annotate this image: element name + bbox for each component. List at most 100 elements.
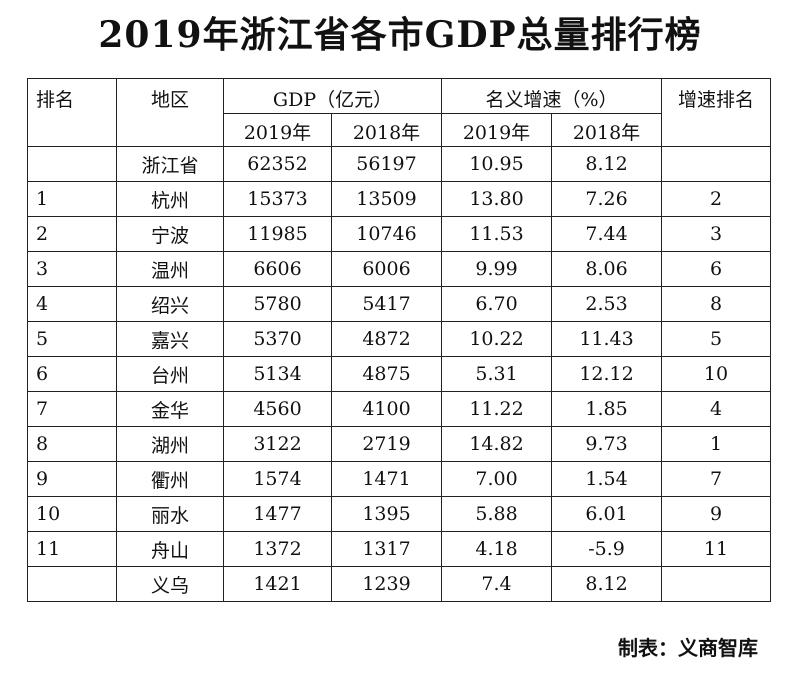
- cell-growth-2019: 11.53: [441, 216, 553, 252]
- cell-gdp-2019: 5134: [223, 356, 332, 392]
- cell-gdp-2018: 4872: [330, 321, 443, 357]
- cell-growth-rank: 2: [661, 181, 772, 217]
- cell-rank: 10: [27, 496, 117, 532]
- cell-growth-2019: 10.95: [441, 146, 553, 182]
- cell-growth-2018: 7.26: [551, 181, 663, 217]
- cell-region: 衢州: [116, 461, 224, 497]
- cell-gdp-2018: 1239: [330, 566, 443, 602]
- cell-gdp-2018: 2719: [330, 426, 443, 462]
- gdp-table: 排名 地区 GDP（亿元） 名义增速（%） 增速排名 2019年 2018年 2…: [27, 78, 772, 602]
- table-row: 11 舟山 1372 1317 4.18 -5.9 11: [27, 531, 772, 567]
- header-gdp: GDP（亿元）: [222, 78, 443, 114]
- header-growth-2019: 2019年: [441, 113, 553, 147]
- cell-region: 宁波: [116, 216, 224, 252]
- cell-region: 金华: [116, 391, 224, 427]
- cell-growth-2019: 13.80: [441, 181, 553, 217]
- cell-growth-rank: 1: [661, 426, 772, 462]
- credit-note: 制表：义商智库: [618, 636, 758, 660]
- cell-growth-2019: 7.4: [441, 566, 553, 602]
- table-row: 9 衢州 1574 1471 7.00 1.54 7: [27, 461, 772, 497]
- header-rank: 排名: [27, 78, 117, 147]
- cell-growth-2019: 14.82: [441, 426, 553, 462]
- cell-growth-rank: 10: [661, 356, 772, 392]
- cell-region: 湖州: [116, 426, 224, 462]
- cell-rank: 11: [27, 531, 117, 567]
- table-row: 浙江省 62352 56197 10.95 8.12: [27, 146, 772, 182]
- cell-region: 温州: [116, 251, 224, 287]
- header-row: 排名 地区 GDP（亿元） 名义增速（%） 增速排名: [27, 78, 772, 147]
- cell-region: 义乌: [116, 566, 224, 602]
- cell-gdp-2018: 56197: [330, 146, 443, 182]
- header-gdp-2019: 2019年: [223, 113, 332, 147]
- cell-growth-2019: 10.22: [441, 321, 553, 357]
- cell-growth-2018: 12.12: [551, 356, 663, 392]
- cell-growth-2018: 9.73: [551, 426, 663, 462]
- cell-growth-rank: 3: [661, 216, 772, 252]
- cell-rank: 1: [27, 181, 117, 217]
- table-row: 2 宁波 11985 10746 11.53 7.44 3: [27, 216, 772, 252]
- cell-growth-2019: 7.00: [441, 461, 553, 497]
- cell-growth-2019: 9.99: [441, 251, 553, 287]
- cell-region: 嘉兴: [116, 321, 224, 357]
- cell-gdp-2019: 1477: [223, 496, 332, 532]
- header-growth-2018: 2018年: [551, 113, 663, 147]
- cell-gdp-2018: 13509: [330, 181, 443, 217]
- table-row: 8 湖州 3122 2719 14.82 9.73 1: [27, 426, 772, 462]
- cell-growth-2018: 8.12: [551, 566, 663, 602]
- cell-growth-rank: 7: [661, 461, 772, 497]
- cell-region: 绍兴: [116, 286, 224, 322]
- cell-growth-2018: 8.12: [551, 146, 663, 182]
- cell-rank: 5: [27, 321, 117, 357]
- cell-growth-2018: 7.44: [551, 216, 663, 252]
- cell-gdp-2018: 10746: [330, 216, 443, 252]
- cell-growth-2019: 4.18: [441, 531, 553, 567]
- cell-rank: 4: [27, 286, 117, 322]
- cell-gdp-2019: 1421: [223, 566, 332, 602]
- cell-growth-rank: [661, 566, 772, 602]
- cell-gdp-2019: 4560: [223, 391, 332, 427]
- table-row: 5 嘉兴 5370 4872 10.22 11.43 5: [27, 321, 772, 357]
- cell-region: 丽水: [116, 496, 224, 532]
- cell-growth-rank: 5: [661, 321, 772, 357]
- cell-growth-rank: 9: [661, 496, 772, 532]
- table-row: 3 温州 6606 6006 9.99 8.06 6: [27, 251, 772, 287]
- cell-growth-2019: 5.88: [441, 496, 553, 532]
- cell-rank: [27, 566, 117, 602]
- cell-growth-rank: 6: [661, 251, 772, 287]
- cell-gdp-2018: 4875: [330, 356, 443, 392]
- table-row: 10 丽水 1477 1395 5.88 6.01 9: [27, 496, 772, 532]
- cell-gdp-2018: 1395: [330, 496, 443, 532]
- header-subrow: 2019年 2018年 2019年 2018年: [28, 113, 771, 147]
- cell-rank: 3: [27, 251, 117, 287]
- cell-growth-2018: -5.9: [551, 531, 663, 567]
- header-region: 地区: [116, 78, 224, 147]
- cell-rank: 6: [27, 356, 117, 392]
- table-row: 1 杭州 15373 13509 13.80 7.26 2: [27, 181, 772, 217]
- cell-rank: 8: [27, 426, 117, 462]
- cell-gdp-2019: 11985: [223, 216, 332, 252]
- cell-gdp-2019: 62352: [223, 146, 332, 182]
- cell-growth-2018: 1.54: [551, 461, 663, 497]
- cell-gdp-2018: 4100: [330, 391, 443, 427]
- table-row: 7 金华 4560 4100 11.22 1.85 4: [27, 391, 772, 427]
- cell-gdp-2018: 5417: [330, 286, 443, 322]
- cell-rank: 2: [27, 216, 117, 252]
- cell-growth-2018: 2.53: [551, 286, 663, 322]
- table-row: 6 台州 5134 4875 5.31 12.12 10: [27, 356, 772, 392]
- cell-gdp-2019: 3122: [223, 426, 332, 462]
- cell-rank: 7: [27, 391, 117, 427]
- cell-gdp-2018: 6006: [330, 251, 443, 287]
- cell-growth-2018: 6.01: [551, 496, 663, 532]
- cell-growth-2019: 6.70: [441, 286, 553, 322]
- cell-growth-2018: 1.85: [551, 391, 663, 427]
- cell-region: 舟山: [116, 531, 224, 567]
- header-gdp-2018: 2018年: [330, 113, 443, 147]
- cell-growth-rank: 8: [661, 286, 772, 322]
- cell-gdp-2019: 15373: [223, 181, 332, 217]
- cell-gdp-2019: 6606: [223, 251, 332, 287]
- page-title: 2019年浙江省各市GDP总量排行榜: [98, 14, 702, 56]
- cell-gdp-2019: 1372: [223, 531, 332, 567]
- header-growth: 名义增速（%）: [441, 78, 663, 114]
- cell-growth-rank: [661, 146, 772, 182]
- table-row: 义乌 1421 1239 7.4 8.12: [27, 566, 772, 602]
